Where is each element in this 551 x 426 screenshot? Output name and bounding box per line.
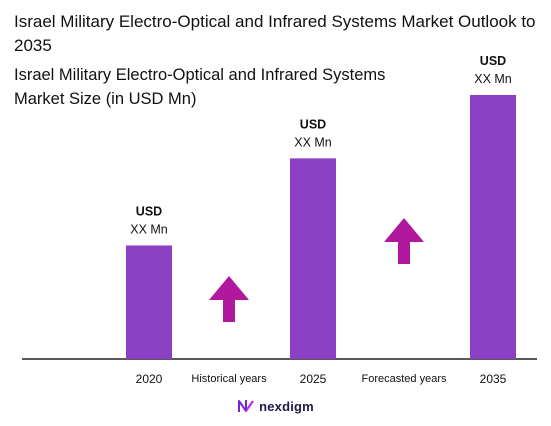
x-tick-label: 2025	[300, 372, 327, 386]
data-label-currency: USD	[136, 204, 162, 218]
nexdigm-logo-icon	[238, 400, 254, 412]
x-tick-label: 2020	[136, 372, 163, 386]
growth-arrow-icon	[209, 276, 249, 322]
bar-2035	[470, 95, 516, 359]
bar-2025	[290, 158, 336, 359]
page-title: Israel Military Electro-Optical and Infr…	[14, 12, 536, 55]
x-tick-label: 2035	[480, 372, 507, 386]
data-label-currency: USD	[480, 54, 506, 68]
nexdigm-brand-text: nexdigm	[259, 398, 314, 414]
chart-subtitle: Israel Military Electro-Optical and Infr…	[14, 66, 386, 108]
growth-arrow-icon	[384, 218, 424, 264]
period-label: Forecasted years	[362, 373, 447, 385]
data-label-value: XX Mn	[474, 72, 512, 86]
data-label-currency: USD	[300, 117, 326, 131]
period-label: Historical years	[191, 373, 267, 385]
data-label-value: XX Mn	[294, 135, 332, 149]
bar-2020	[126, 245, 172, 359]
data-label-value: XX Mn	[130, 222, 168, 236]
footer-logo: nexdigm	[0, 398, 551, 414]
